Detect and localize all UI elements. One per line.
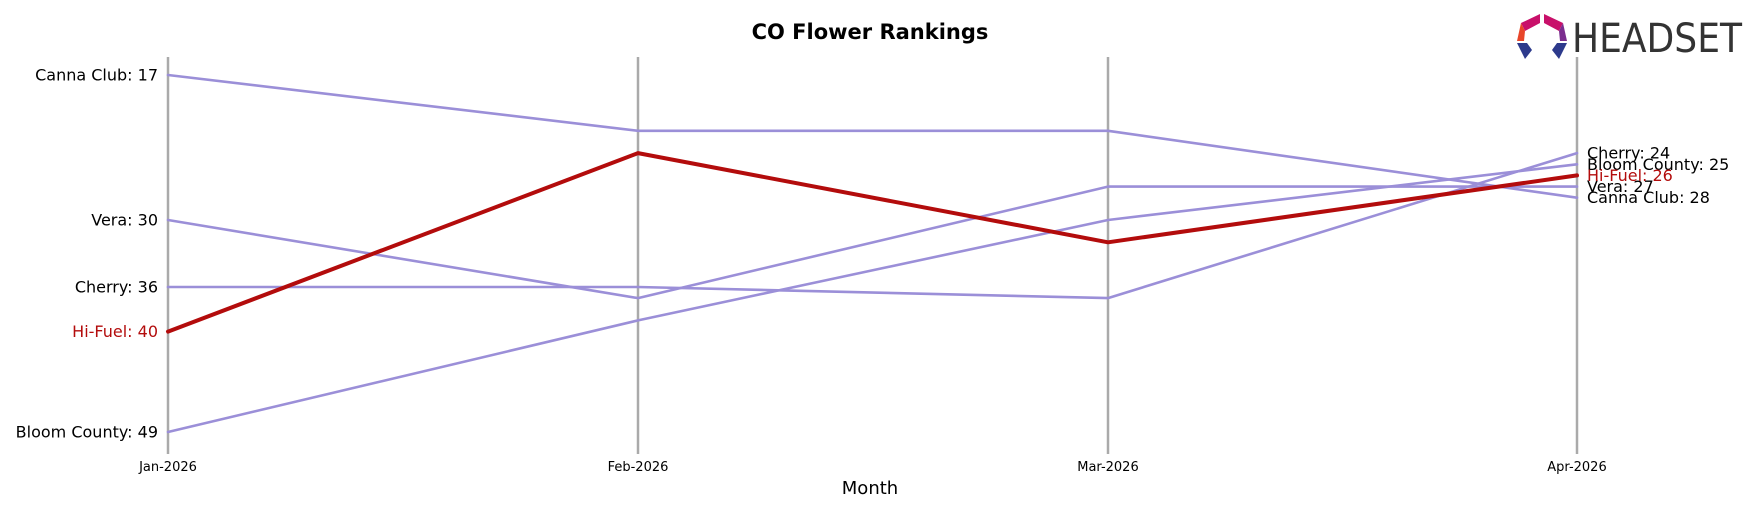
end-label-canna-club: Canna Club: 28	[1587, 188, 1710, 207]
vertical-gridlines	[166, 57, 1579, 454]
series-line-bloom-county	[166, 163, 1579, 434]
end-label-vera: Vera: 27	[1587, 177, 1654, 196]
x-tick-feb-2026: Feb-2026	[608, 460, 669, 475]
headset-logo-mark	[1517, 14, 1567, 59]
headset-logo-text: HEADSET	[1572, 16, 1742, 62]
start-label-vera: Vera: 30	[91, 211, 158, 230]
start-label-bloom-county: Bloom County: 49	[16, 423, 158, 442]
headset-logo: HEADSET	[1517, 14, 1742, 62]
end-label-bloom-county: Bloom County: 25	[1587, 155, 1729, 174]
x-tick-labels: Jan-2026 Feb-2026 Mar-2026 Apr-2026	[138, 460, 1607, 475]
series-line-vera	[166, 185, 1579, 300]
start-label-hi-fuel: Hi-Fuel: 40	[72, 322, 158, 341]
start-label-cherry: Cherry: 36	[75, 277, 158, 296]
x-axis-title: Month	[842, 478, 898, 499]
x-tick-apr-2026: Apr-2026	[1547, 460, 1606, 475]
start-label-canna-club: Canna Club: 17	[35, 66, 158, 85]
start-labels: Canna Club: 17 Vera: 30 Cherry: 36 Bloom Co…	[16, 66, 158, 442]
series-lines	[166, 73, 1579, 434]
x-tick-jan-2026: Jan-2026	[138, 460, 197, 475]
series-line-cherry	[166, 151, 1579, 300]
end-label-cherry: Cherry: 24	[1587, 144, 1670, 163]
end-label-hi-fuel: Hi-Fuel: 26	[1587, 166, 1673, 185]
series-line-canna-club	[166, 73, 1579, 199]
chart-title: CO Flower Rankings	[752, 20, 989, 44]
series-line-hi-fuel	[166, 151, 1579, 334]
x-tick-mar-2026: Mar-2026	[1077, 460, 1138, 475]
